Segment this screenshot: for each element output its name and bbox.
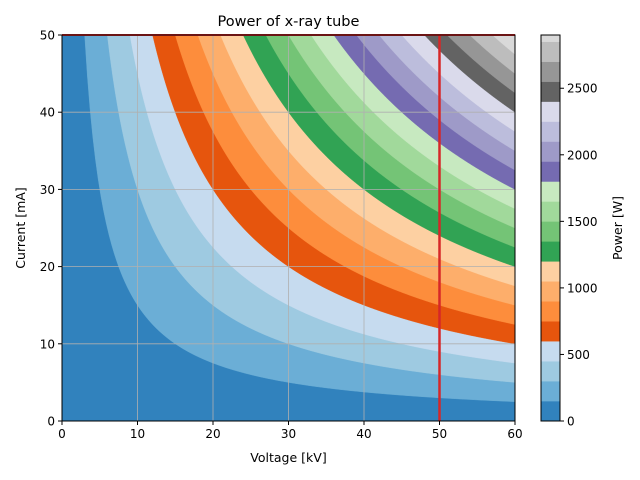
x-tick-label-1: 10 bbox=[130, 427, 145, 441]
colorbar-tick-label-3: 1500 bbox=[567, 215, 598, 229]
y-tick-label-3: 30 bbox=[40, 183, 55, 197]
colorbar-swatch-15 bbox=[541, 101, 560, 122]
x-tick-label-6: 60 bbox=[507, 427, 522, 441]
x-tick-label-0: 0 bbox=[58, 427, 66, 441]
colorbar-swatch-11 bbox=[541, 181, 560, 202]
colorbar-tick-label-0: 0 bbox=[567, 415, 575, 429]
y-tick-label-4: 40 bbox=[40, 106, 55, 120]
chart-title: Power of x-ray tube bbox=[218, 14, 360, 30]
y-axis-label: Current [mA] bbox=[13, 187, 28, 268]
colorbar-swatch-19 bbox=[541, 35, 560, 42]
colorbar-swatch-13 bbox=[541, 141, 560, 162]
axis-layer: 0 10 20 30 40 50 60 0 10 20 30 40 50 bbox=[40, 29, 523, 442]
colorbar-swatch-2 bbox=[541, 361, 560, 382]
x-tick-label-2: 20 bbox=[205, 427, 220, 441]
colorbar-swatch-1 bbox=[541, 381, 560, 402]
colorbar-label: Power [W] bbox=[610, 196, 625, 260]
y-tick-label-2: 20 bbox=[40, 260, 55, 274]
contour-band-19 bbox=[491, 34, 516, 55]
colorbar-swatch-16 bbox=[541, 81, 560, 102]
x-tick-label-3: 30 bbox=[281, 427, 296, 441]
y-tick-label-5: 50 bbox=[40, 29, 55, 43]
colorbar-frame bbox=[540, 34, 561, 422]
colorbar-tick-label-4: 2000 bbox=[567, 148, 598, 162]
colorbar-tick-label-2: 1000 bbox=[567, 281, 598, 295]
colorbar-swatch-14 bbox=[541, 121, 560, 142]
colorbar-swatch-4 bbox=[541, 321, 560, 342]
colorbar-tick-label-5: 2500 bbox=[567, 82, 598, 96]
y-tick-label-1: 10 bbox=[40, 337, 55, 351]
colorbar-swatch-3 bbox=[541, 341, 560, 362]
colorbar: 0 500 1000 1500 2000 2500 bbox=[540, 34, 598, 429]
colorbar-swatch-10 bbox=[541, 201, 560, 222]
colorbar-swatch-18 bbox=[541, 41, 560, 62]
colorbar-tick-label-1: 500 bbox=[567, 348, 590, 362]
x-axis-label: Voltage [kV] bbox=[250, 450, 326, 465]
colorbar-swatch-7 bbox=[541, 261, 560, 282]
colorbar-swatch-5 bbox=[541, 301, 560, 322]
colorbar-swatch-0 bbox=[541, 401, 560, 422]
x-tick-label-4: 40 bbox=[356, 427, 371, 441]
y-tick-label-0: 0 bbox=[47, 415, 55, 429]
colorbar-swatch-12 bbox=[541, 161, 560, 182]
colorbar-swatch-9 bbox=[541, 221, 560, 242]
colorbar-swatch-6 bbox=[541, 281, 560, 302]
x-tick-label-5: 50 bbox=[432, 427, 447, 441]
colorbar-swatch-8 bbox=[541, 241, 560, 262]
colorbar-swatch-17 bbox=[541, 61, 560, 82]
